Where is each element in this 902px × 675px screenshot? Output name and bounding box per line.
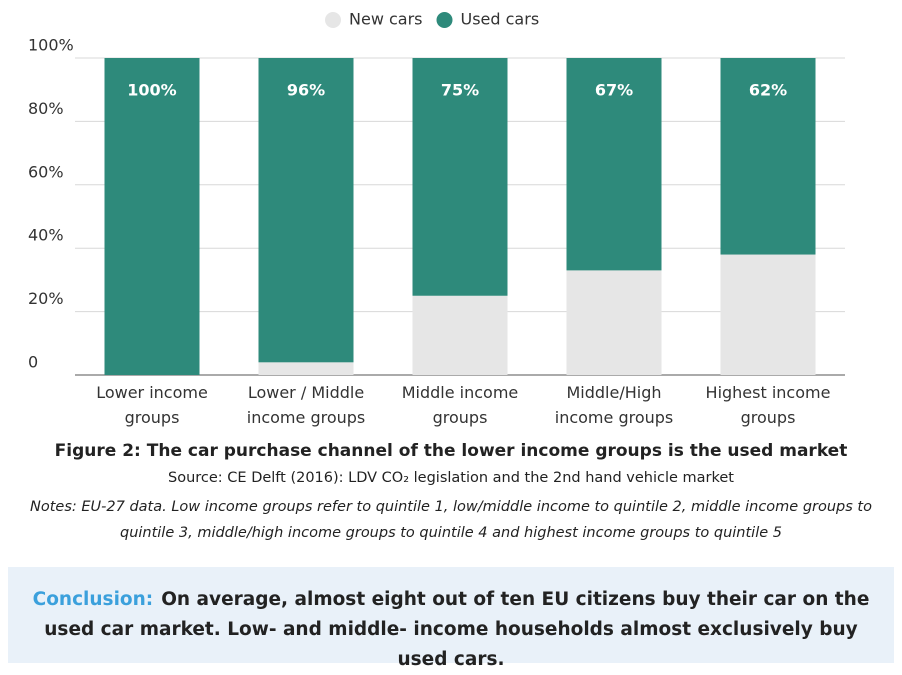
x-tick-label: Lower / Middle income groups [246,383,366,427]
bar-segment [258,58,354,363]
x-tick-label: Lower income groups [96,383,208,427]
bar-segment [412,295,508,375]
x-tick-label: Highest income groups [705,383,831,427]
legend-label: New cars [349,10,423,29]
y-tick-label: 0 [28,353,38,372]
y-tick-label: 80% [28,99,64,118]
bar-segment [720,254,816,375]
bar-segment [566,58,662,271]
y-tick-label: 40% [28,226,64,245]
source: Source: CE Delft (2016): LDV CO₂ legisla… [168,470,734,486]
bar-segment [412,58,508,296]
value-label: 100% [127,81,176,100]
legend-label: Used cars [461,10,540,29]
legend-swatch [325,12,341,28]
figure-caption: Figure 2: The car purchase channel of th… [54,441,848,461]
x-tick-label: Middle income groups [401,383,519,427]
value-label: 96% [287,81,325,100]
conclusion-text: On average, almost eight out of ten EU c… [44,589,870,670]
y-tick-label: 20% [28,289,64,308]
bar-segment [258,362,354,375]
notes: Notes: EU-27 data. Low income groups ref… [30,499,872,541]
bar-segment [104,58,200,375]
value-label: 75% [441,81,479,100]
value-label: 67% [595,81,633,100]
value-label: 62% [749,81,787,100]
conclusion-box: Conclusion: On average, almost eight out … [8,567,894,670]
bar-segment [720,58,816,255]
x-tick-label: Middle/High income groups [554,383,674,427]
legend-swatch [436,12,453,28]
y-tick-label: 100% [28,36,74,55]
chart: 0 20% 40% 60% 80% 100% New cars Used cars 100% 96… [28,10,845,376]
bar-segment [566,270,662,375]
conclusion-label: Conclusion: [32,589,154,610]
y-tick-label: 60% [28,162,64,181]
